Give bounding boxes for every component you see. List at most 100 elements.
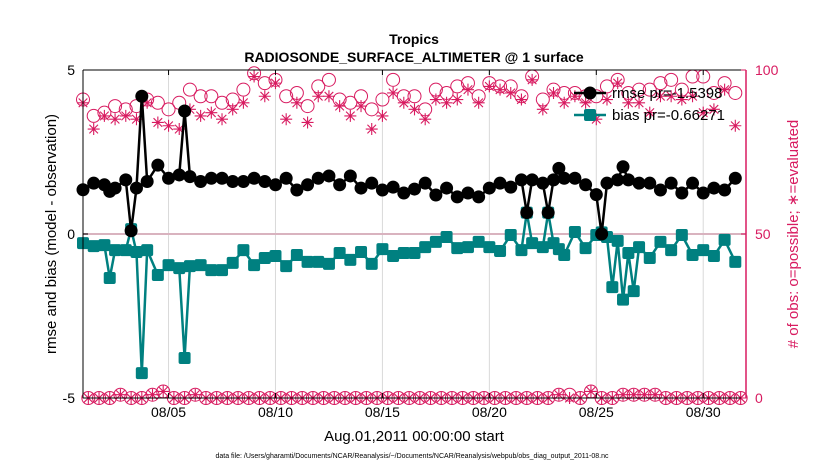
- rmse-point: [290, 183, 304, 197]
- possible-point: [300, 99, 315, 114]
- possible-point: [204, 89, 219, 104]
- rmse-point: [541, 206, 555, 220]
- rmse-point: [429, 188, 443, 202]
- y-axis-right-label: # of obs: o=possible; ∗=evaluated: [785, 120, 802, 349]
- rmse-point: [536, 176, 550, 190]
- evaluated-point: [622, 96, 635, 109]
- evaluated-point: [504, 86, 517, 99]
- evaluated_low-point: [627, 388, 640, 401]
- evaluated-point: [718, 83, 731, 96]
- evaluated-point: [141, 96, 154, 109]
- rmse-point: [707, 181, 721, 195]
- possible_low-point: [188, 387, 203, 402]
- bias-point: [162, 259, 175, 272]
- evaluated-point: [419, 113, 432, 126]
- bias-point: [472, 235, 485, 248]
- rmse-point: [696, 186, 710, 200]
- bias-point: [205, 264, 218, 277]
- rmse-point: [343, 169, 357, 183]
- rmse-point: [440, 181, 454, 195]
- rmse-point: [418, 176, 432, 190]
- rmse-point: [375, 183, 389, 197]
- bias-point: [226, 256, 239, 269]
- evaluated-point: [387, 86, 400, 99]
- x-tick-label: 08/25: [579, 404, 614, 420]
- evaluated-point: [600, 93, 613, 106]
- evaluated-point: [280, 113, 293, 126]
- bias-point: [483, 241, 496, 254]
- evaluated-point: [173, 123, 186, 136]
- rmse-point: [311, 171, 325, 185]
- bias-point: [87, 240, 100, 253]
- bias-point: [355, 246, 368, 259]
- bias-point: [622, 247, 635, 260]
- evaluated-point: [408, 103, 421, 116]
- bias-point: [526, 237, 539, 250]
- legend-label-rmse: rmse pr=-1.5398: [612, 85, 722, 102]
- evaluated-point: [526, 73, 539, 86]
- evaluated-point: [643, 106, 656, 119]
- bias-point: [141, 244, 154, 257]
- possible-point: [193, 89, 208, 104]
- rmse-point: [643, 176, 657, 190]
- rmse-point: [333, 178, 347, 192]
- rmse-point: [215, 171, 229, 185]
- possible-point: [343, 95, 358, 110]
- legend: rmse pr=-1.5398 bias pr=-0.66271: [574, 85, 725, 124]
- possible-point: [215, 95, 230, 110]
- rmse-point: [616, 160, 630, 174]
- evaluated-point: [301, 116, 314, 129]
- bias-point: [135, 367, 148, 380]
- possible-point: [321, 72, 336, 87]
- evaluated-point: [451, 93, 464, 106]
- bias-point: [269, 249, 282, 262]
- rmse-point: [547, 173, 561, 187]
- rmse-point: [183, 170, 197, 184]
- evaluated-point: [151, 116, 164, 129]
- evaluated-point: [686, 90, 699, 103]
- evaluated-point: [248, 70, 261, 83]
- series-rmse: [76, 89, 742, 241]
- possible-point: [407, 89, 422, 104]
- bias-point: [536, 241, 549, 254]
- evaluated-point: [355, 100, 368, 113]
- bias-point: [130, 246, 143, 259]
- rmse-point: [557, 171, 571, 185]
- bias-point: [98, 239, 111, 252]
- bias-point: [451, 242, 464, 255]
- rmse-point: [322, 169, 336, 183]
- rmse-point: [568, 171, 582, 185]
- evaluated-point: [611, 77, 624, 90]
- possible-point: [386, 72, 401, 87]
- y-right-tick-label: 0: [755, 390, 763, 406]
- rmse-point: [119, 173, 133, 187]
- bias-point: [686, 248, 699, 261]
- rmse-point: [258, 175, 272, 189]
- bias-point: [173, 262, 186, 275]
- y-right-tick-label: 100: [755, 62, 779, 78]
- bias-point: [654, 235, 667, 248]
- evaluated-point: [675, 93, 688, 106]
- y-tick-label: 5: [67, 62, 75, 78]
- x-tick-label: 08/30: [686, 404, 721, 420]
- rmse-point: [552, 161, 566, 175]
- rmse-point: [621, 173, 635, 187]
- bias-point: [119, 244, 132, 257]
- possible-point: [108, 99, 123, 114]
- rmse-point: [279, 171, 293, 185]
- rmse-point: [172, 168, 186, 182]
- evaluated-point: [216, 113, 229, 126]
- bias-point: [504, 228, 517, 241]
- bias-point: [312, 255, 325, 268]
- bias-point: [365, 257, 378, 270]
- bias-point: [194, 259, 207, 272]
- evaluated-point: [515, 93, 528, 106]
- rmse-point: [135, 89, 149, 103]
- evaluated-point: [536, 103, 549, 116]
- evaluated-point: [665, 90, 678, 103]
- rmse-point: [204, 171, 218, 185]
- evaluated-point: [87, 123, 100, 136]
- evaluated_low-point: [552, 388, 565, 401]
